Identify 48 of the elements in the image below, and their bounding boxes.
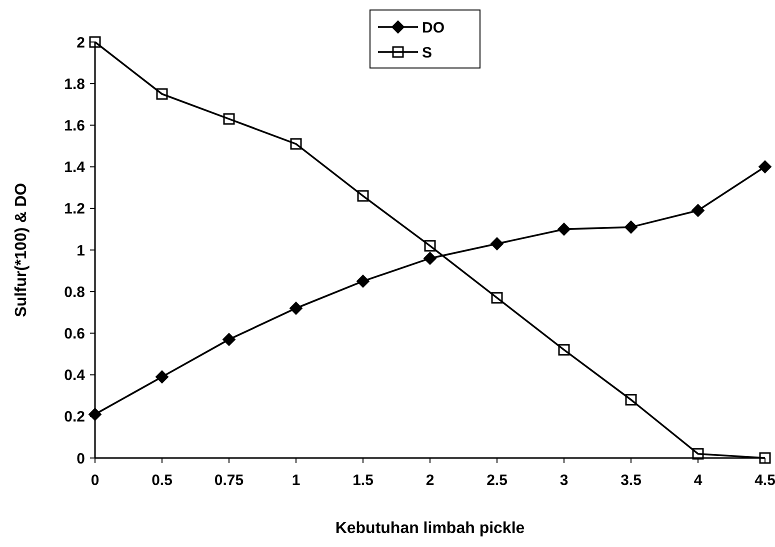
x-tick-label: 2.5 bbox=[486, 472, 508, 489]
y-tick-label: 0.8 bbox=[64, 284, 85, 301]
x-tick-label: 0.75 bbox=[214, 472, 244, 489]
point bbox=[490, 237, 504, 250]
x-tick-label: 0.5 bbox=[152, 472, 172, 489]
y-tick-label: 0.2 bbox=[64, 408, 85, 426]
point bbox=[156, 370, 168, 384]
x-tick-label: 4 bbox=[694, 472, 703, 489]
point bbox=[692, 448, 704, 460]
point bbox=[424, 240, 436, 252]
point bbox=[692, 204, 704, 217]
point bbox=[223, 113, 235, 125]
x-tick-label: 2 bbox=[426, 472, 434, 489]
x-tick-label: 3 bbox=[560, 472, 568, 489]
y-tick-label: 1.8 bbox=[64, 76, 85, 93]
point bbox=[356, 274, 370, 288]
x-tick-label: 1 bbox=[292, 472, 300, 489]
point bbox=[558, 222, 570, 236]
x-tick-label: 0 bbox=[90, 472, 100, 489]
point bbox=[222, 332, 236, 346]
point bbox=[357, 190, 369, 202]
y-tick-label: 1.2 bbox=[64, 200, 85, 218]
point bbox=[558, 344, 570, 356]
point bbox=[758, 160, 772, 174]
y-tick-label: 1.6 bbox=[64, 117, 85, 134]
point bbox=[491, 292, 503, 304]
x-tick-label: 4.5 bbox=[754, 472, 775, 489]
point bbox=[759, 452, 771, 464]
point bbox=[624, 220, 638, 234]
point bbox=[625, 394, 637, 406]
y-tick-label: 2 bbox=[76, 34, 85, 52]
point bbox=[156, 88, 168, 100]
point bbox=[290, 138, 302, 150]
point bbox=[290, 302, 302, 315]
x-tick-label: 1.5 bbox=[352, 472, 374, 489]
y-tick-label: 0 bbox=[76, 450, 85, 468]
legend-label: S bbox=[422, 44, 432, 62]
legend-label: DO bbox=[422, 19, 445, 36]
y-tick-label: 1.4 bbox=[64, 159, 86, 176]
point bbox=[88, 408, 102, 421]
y-axis-title: Sulfur(*100) & DO bbox=[13, 182, 30, 318]
y-tick-label: 0.4 bbox=[64, 367, 86, 384]
x-tick-label: 3.5 bbox=[620, 472, 642, 489]
point bbox=[424, 252, 436, 265]
y-tick-label: 0.6 bbox=[64, 325, 85, 342]
x-axis-title: Kebutuhan limbah pickle bbox=[335, 520, 525, 537]
y-tick-label: 1 bbox=[76, 242, 85, 260]
point bbox=[89, 36, 101, 48]
